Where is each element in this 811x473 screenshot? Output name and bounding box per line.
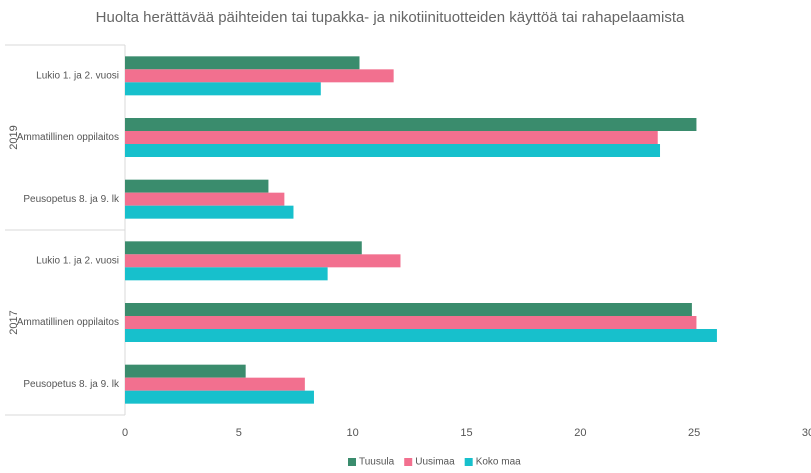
legend-label: Uusimaa	[415, 457, 455, 468]
bar	[125, 118, 697, 131]
x-tick-label: 0	[122, 427, 128, 439]
y-tick-label: Ammatillinen oppilaitos	[17, 317, 119, 328]
bar	[125, 69, 394, 83]
bar	[125, 205, 294, 219]
bar	[125, 192, 285, 206]
y-tick-label: Peusopetus 8. ja 9. lk	[23, 379, 120, 390]
bar	[125, 241, 362, 255]
legend-swatch	[404, 458, 413, 466]
y-tick-label: Ammatillinen oppilaitos	[17, 132, 119, 143]
x-tick-label: 20	[574, 427, 586, 439]
legend-label: Koko maa	[476, 457, 521, 468]
x-tick-label: 25	[688, 427, 700, 439]
bar	[125, 179, 269, 193]
bar	[125, 390, 314, 404]
x-tick-label: 5	[236, 427, 242, 439]
bar	[125, 131, 658, 144]
group-label: 2019	[8, 125, 20, 149]
y-tick-label: Peusopetus 8. ja 9. lk	[23, 194, 120, 205]
x-tick-label: 15	[460, 427, 472, 439]
bar	[125, 144, 661, 157]
group-label: 2017	[8, 310, 20, 334]
legend-swatch	[348, 458, 356, 466]
bar	[125, 303, 692, 316]
bar	[125, 267, 328, 281]
y-tick-label: Lukio 1. ja 2. vuosi	[36, 255, 119, 266]
bar	[125, 377, 305, 391]
x-tick-label: 30	[802, 427, 811, 439]
legend-label: Tuusula	[359, 457, 395, 468]
bar	[125, 56, 360, 70]
legend-swatch	[464, 458, 473, 466]
bar	[125, 316, 697, 329]
x-tick-label: 10	[347, 427, 359, 439]
bar	[125, 254, 401, 268]
chart-title: Huolta herättävää päihteiden tai tupakka…	[96, 9, 685, 26]
y-tick-label: Lukio 1. ja 2. vuosi	[36, 70, 119, 81]
bar	[125, 329, 717, 342]
bar	[125, 364, 246, 378]
bar	[125, 82, 321, 96]
